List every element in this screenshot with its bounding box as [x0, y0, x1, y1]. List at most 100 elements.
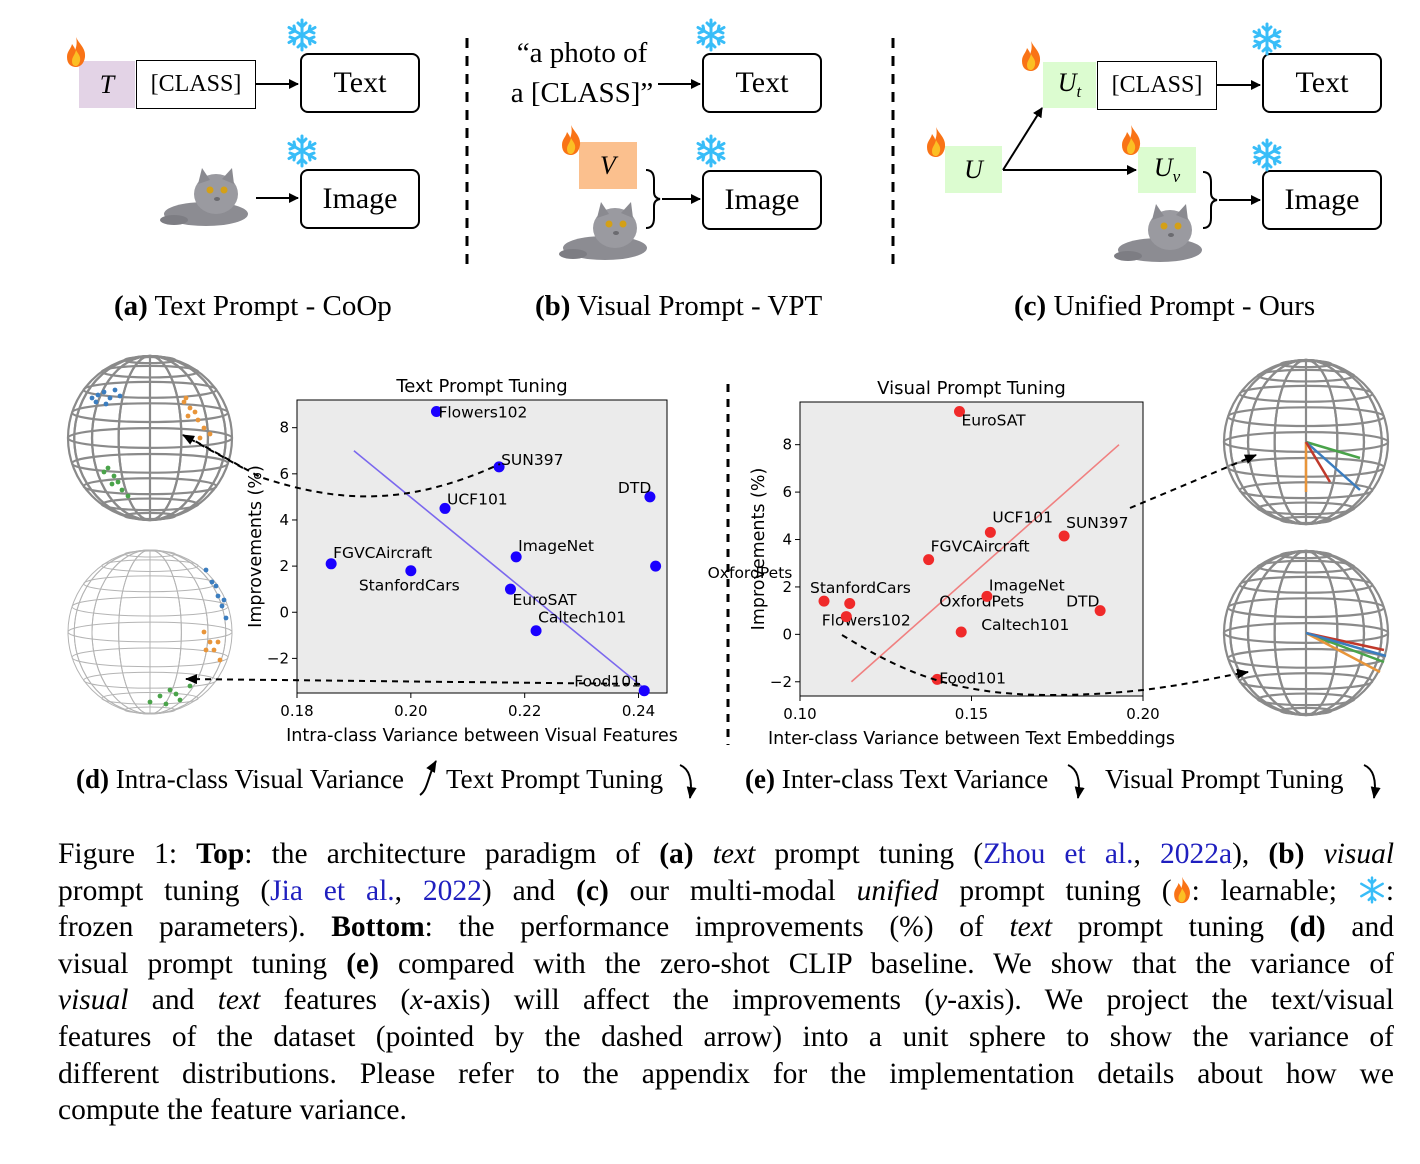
x-tick-label: 0.20 — [394, 702, 427, 720]
label-text: Text Prompt - CoOp — [147, 290, 392, 322]
caption-line: Figure 1: Top: the architecture paradigm… — [58, 836, 1394, 873]
point-label: SUN397 — [1066, 514, 1128, 532]
flame-icon — [927, 127, 946, 157]
sphere-latitude — [1222, 622, 1390, 644]
caption-text: , — [394, 874, 423, 907]
subfigure-d-label: (d) Intra-class Visual Variance — [76, 764, 404, 795]
feature-point — [203, 567, 209, 573]
feature-point — [111, 473, 117, 479]
feature-point — [195, 417, 201, 423]
caption-text: y — [934, 984, 948, 1017]
feature-point — [167, 687, 173, 693]
y-axis-label: Improvements (%) — [749, 468, 769, 631]
sphere-latitude — [66, 427, 234, 449]
label-bold: (e) — [745, 764, 775, 794]
point-label: FGVCAircraft — [931, 538, 1030, 556]
image-encoder-label: Image — [1284, 183, 1360, 216]
snowflake-icon — [1252, 138, 1282, 172]
prompt-line-2: a [CLASS]” — [510, 77, 654, 109]
sphere-latitude — [1238, 384, 1374, 403]
citation-link[interactable]: 2022 — [422, 874, 482, 907]
caption-text: ), — [1232, 838, 1269, 870]
sphere-latitude — [1256, 368, 1356, 383]
unit-sphere-bottom-left — [67, 549, 233, 715]
feature-point — [221, 597, 227, 603]
snowflake-icon — [696, 134, 726, 168]
caption-text: : the performance improvements (%) of — [424, 911, 1010, 944]
feature-point — [217, 657, 223, 663]
sphere-latitude — [82, 380, 218, 399]
caption-text: unified — [856, 874, 939, 907]
prompt-symbol: T — [99, 69, 115, 99]
text-prompt-tuning-label: Text Prompt Tuning — [446, 764, 664, 794]
prompt-symbol: U — [1057, 67, 1077, 97]
label-text: Inter-class Text Variance — [774, 764, 1049, 794]
caption-line: compute the feature variance. — [58, 1092, 1394, 1129]
sphere-latitude — [1226, 597, 1386, 619]
plot-area — [296, 399, 668, 694]
flame-icon — [1122, 125, 1141, 155]
feature-point — [147, 699, 153, 705]
snowflake-icon — [287, 18, 317, 52]
feature-point — [119, 487, 125, 493]
caption-line: features of the dataset (pointed by the … — [58, 1019, 1394, 1056]
bottom-figure: Text Prompt Tuning 0.18 0.20 0.22 0.24 −2 0 2 4 6… — [66, 354, 1390, 799]
caption-line: visual prompt tuning (e) compared with t… — [58, 946, 1394, 983]
subfigure-e-label: (e) Inter-class Text Variance — [745, 764, 1048, 795]
feature-point — [203, 647, 209, 653]
image-encoder-box: Image — [300, 169, 420, 229]
data-point — [931, 673, 943, 685]
caption-text: features ( — [260, 984, 411, 1017]
data-point — [844, 598, 856, 610]
caption-text: prompt tuning ( — [755, 838, 984, 870]
caption-text: -axis). We project the text/visual — [947, 984, 1394, 1017]
sphere-latitude — [101, 559, 199, 572]
feature-point — [192, 409, 198, 415]
sphere-latitude — [82, 477, 218, 496]
prompt-symbol: U — [964, 154, 983, 184]
point-label: ImageNet — [518, 537, 594, 555]
sphere-meridian — [1229, 549, 1383, 717]
citation-link[interactable]: Zhou et al. — [983, 838, 1134, 870]
sphere-latitude — [70, 402, 230, 424]
citation-link[interactable]: Jia et al. — [270, 874, 395, 907]
y-axis-label: Improvements (%) — [246, 465, 266, 628]
text-prompt-token: T — [79, 61, 135, 108]
point-label: FGVCAircraft — [333, 544, 432, 562]
point-label: Caltech101 — [538, 609, 626, 627]
y-tick-label: 8 — [279, 419, 289, 437]
chart-title: Visual Prompt Tuning — [877, 378, 1066, 399]
point-label: EuroSAT — [961, 411, 1026, 429]
sphere-latitude — [1256, 559, 1356, 574]
caption-text: (e) — [346, 947, 379, 980]
feature-point — [215, 593, 221, 599]
caption-text: (c) — [576, 874, 609, 907]
label-text: Intra-class Visual Variance — [109, 764, 405, 794]
sphere-latitude — [70, 452, 230, 474]
y-tick-label: 4 — [279, 511, 289, 529]
caption-text: and — [1325, 911, 1394, 944]
class-token-label: [CLASS] — [150, 71, 242, 97]
caption-text: different distributions. Please refer to… — [58, 1057, 1394, 1090]
image-encoder-box: Image — [702, 170, 822, 230]
spheres-group — [66, 354, 1390, 717]
vector — [1304, 441, 1332, 483]
caption-text: : — [1385, 874, 1395, 907]
caption-text: features of the dataset (pointed by the … — [58, 1020, 1394, 1053]
chart-text-prompt-tuning: Text Prompt Tuning 0.18 0.20 0.22 0.24 −2 0 2 4 6… — [246, 376, 792, 746]
feature-point — [207, 639, 213, 645]
point-label: DTD — [1066, 593, 1099, 611]
feature-point — [93, 399, 99, 405]
snowflake-icon — [1252, 22, 1282, 56]
regression-line — [850, 444, 1120, 683]
flame-icon — [1022, 41, 1041, 71]
citation-link[interactable]: 2022a — [1159, 838, 1233, 870]
vector — [1305, 631, 1381, 674]
feature-point — [103, 401, 109, 407]
caption-text: ) and — [481, 874, 577, 907]
y-tick-label: 8 — [782, 436, 792, 454]
feature-point — [215, 639, 221, 645]
feature-point — [95, 392, 101, 398]
caption-line: prompt tuning (Jia et al., 2022) and (c)… — [58, 873, 1394, 910]
caption-text: -axis) will affect the improvements ( — [423, 984, 935, 1017]
